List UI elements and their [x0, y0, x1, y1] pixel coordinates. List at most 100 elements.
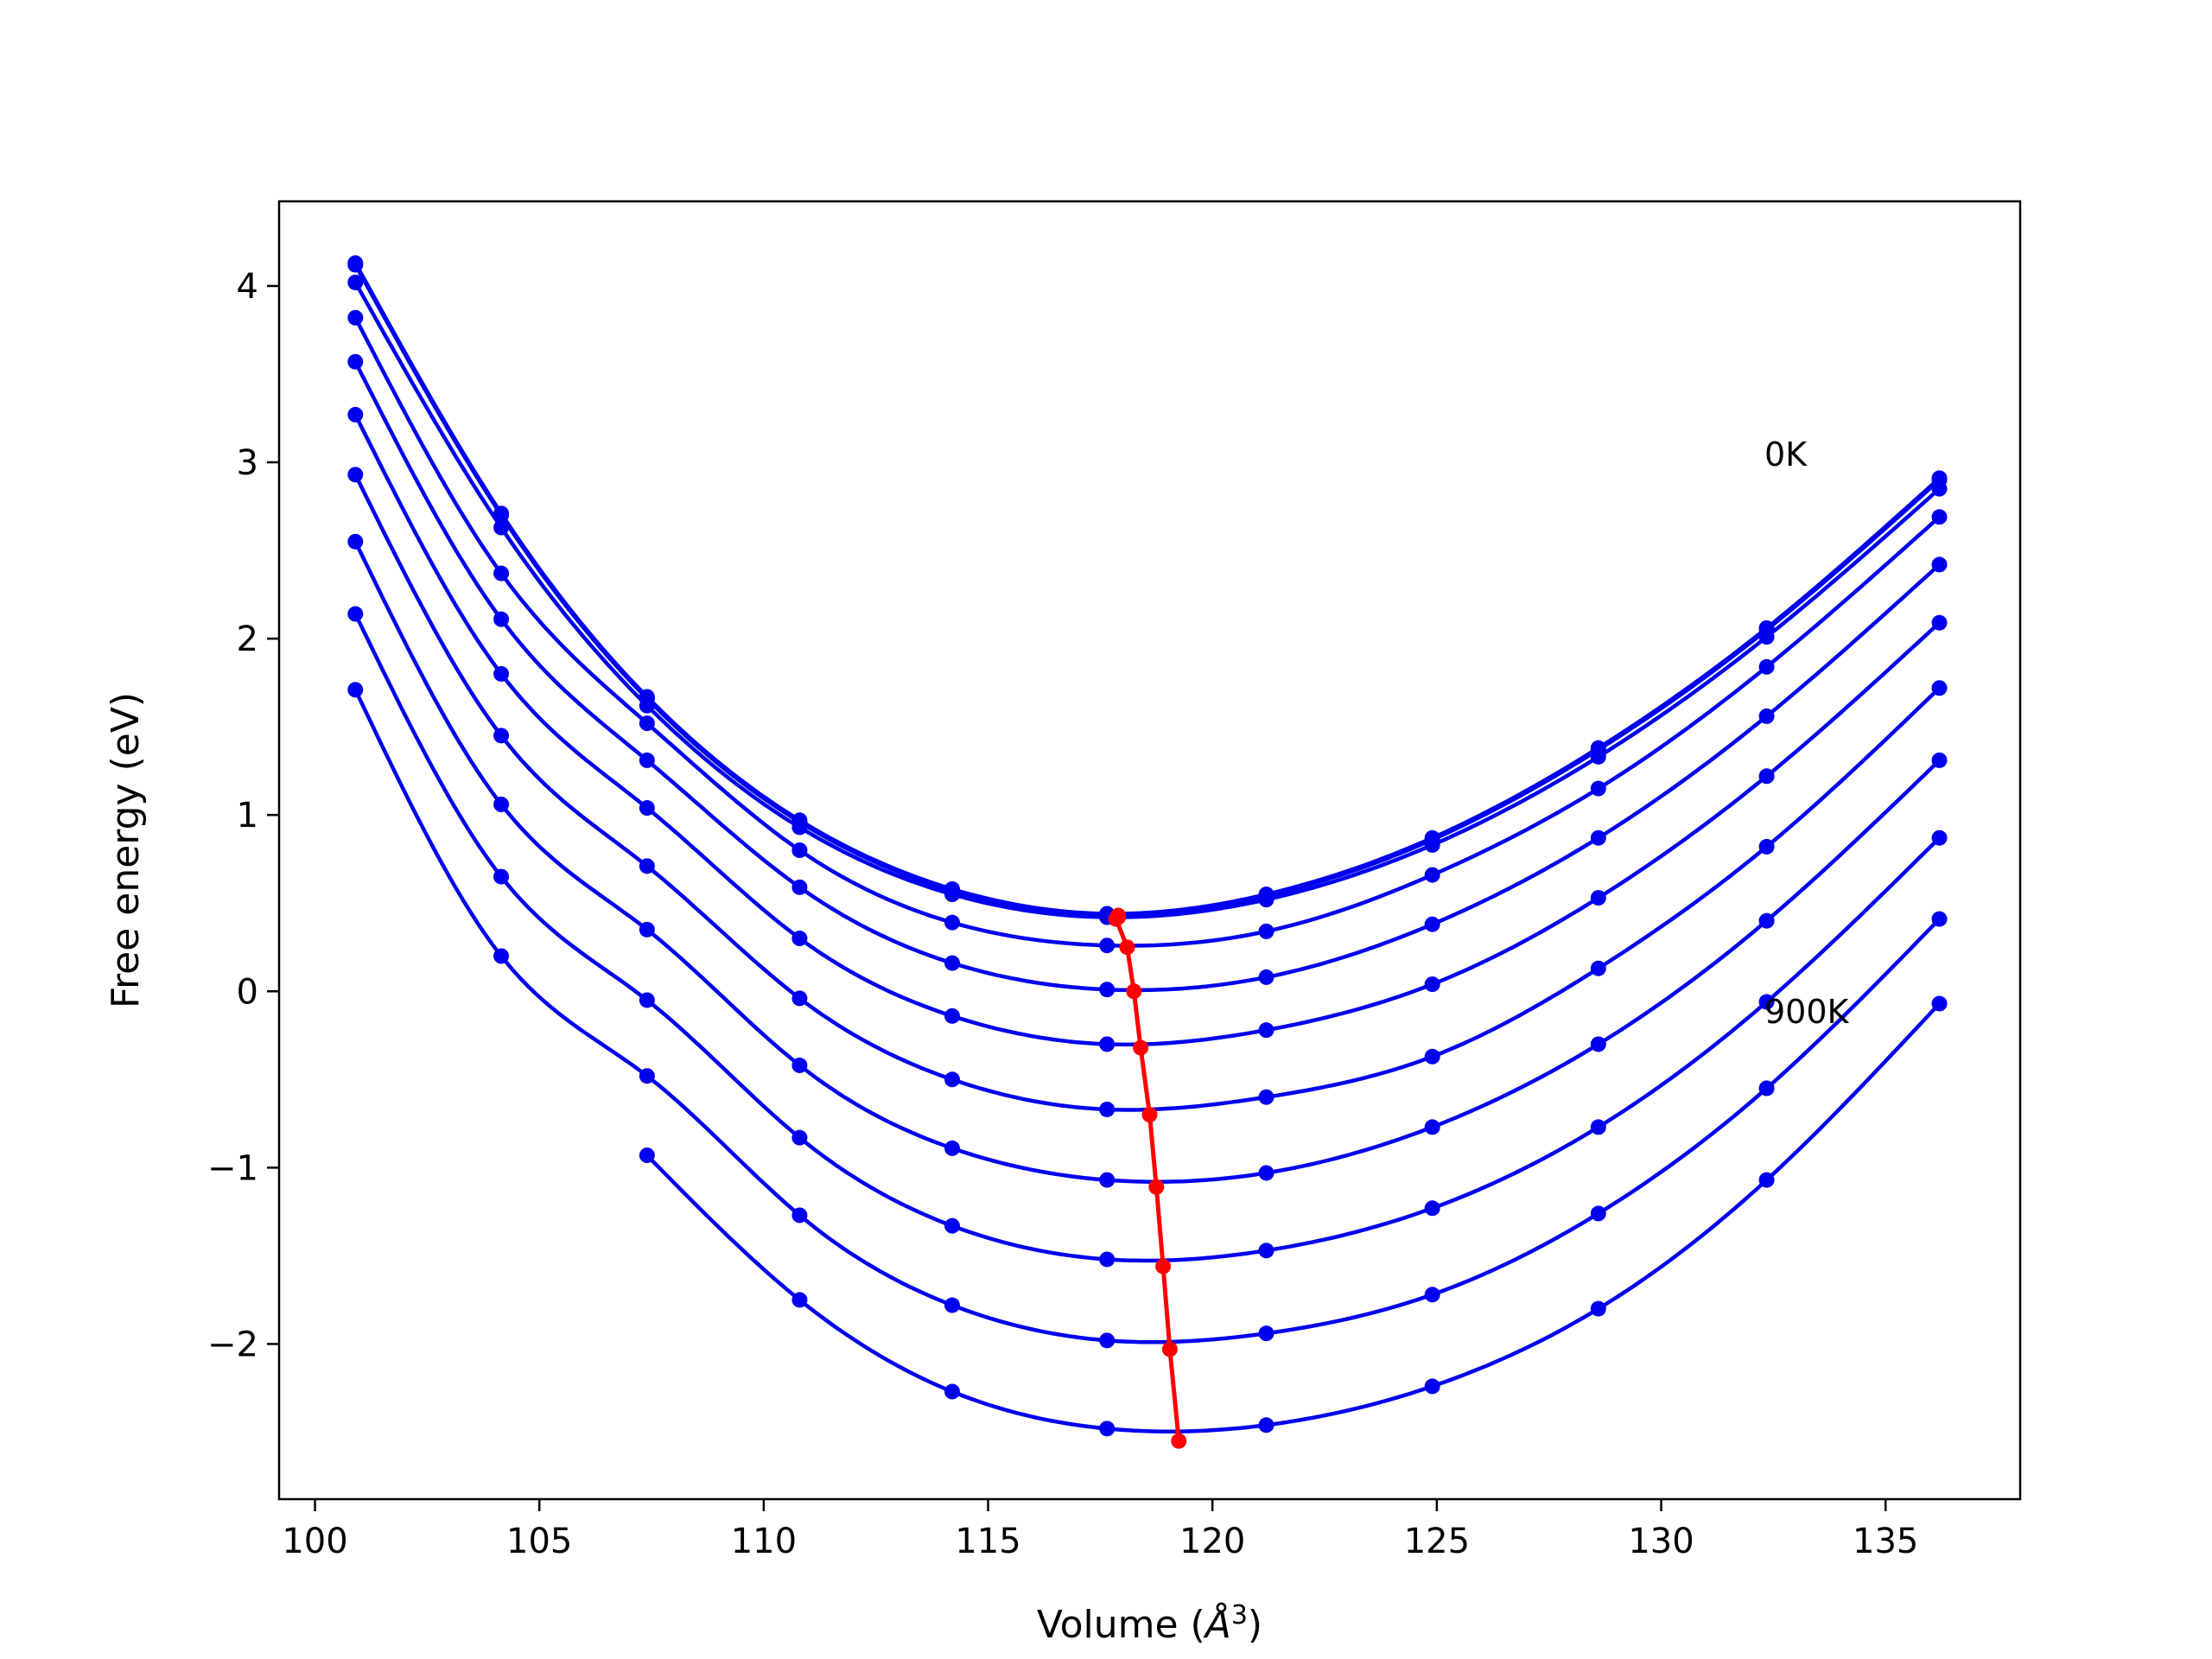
data-point-10-1: [791, 1292, 808, 1308]
data-point-9-8: [1590, 1205, 1606, 1222]
plot-area: [347, 255, 1948, 1449]
data-point-10-7: [1758, 1172, 1775, 1188]
curve-8: [353, 613, 1942, 1263]
data-point-6-10: [1931, 680, 1948, 696]
y-tick-label: 2: [237, 620, 258, 659]
data-point-10-6: [1590, 1300, 1606, 1317]
data-point-4-5: [1099, 982, 1116, 998]
data-point-8-8: [1590, 1119, 1606, 1135]
curve-3: [353, 316, 1941, 948]
data-point-9-2: [639, 1068, 655, 1084]
minimum-point-2: [1108, 911, 1124, 927]
data-point-5-6: [1258, 1022, 1274, 1039]
data-point-10-3: [1099, 1421, 1116, 1437]
data-point-6-1: [493, 728, 510, 744]
data-point-3-8: [1590, 780, 1606, 797]
curve-4: [353, 360, 1942, 993]
x-axis-label-text: Volume (: [1037, 1603, 1205, 1647]
data-point-7-0: [347, 533, 364, 550]
data-point-9-3: [791, 1207, 808, 1224]
y-tick-label: 3: [237, 443, 258, 483]
data-point-8-9: [1758, 994, 1775, 1010]
data-point-10-0: [639, 1147, 655, 1164]
data-point-3-9: [1758, 658, 1775, 675]
data-point-2-6: [1258, 892, 1274, 908]
data-point-8-7: [1424, 1200, 1440, 1217]
data-point-7-8: [1590, 1036, 1606, 1052]
data-point-3-10: [1931, 509, 1948, 525]
minimum-point-8: [1155, 1258, 1172, 1274]
data-point-3-7: [1424, 867, 1440, 883]
data-point-4-9: [1758, 708, 1775, 724]
data-point-8-0: [347, 606, 364, 622]
data-point-3-4: [944, 914, 960, 931]
x-tick-label: 125: [1404, 1522, 1470, 1561]
data-point-9-6: [1258, 1325, 1274, 1342]
data-point-7-4: [944, 1140, 960, 1156]
data-point-5-5: [1099, 1036, 1116, 1052]
data-point-2-0: [347, 274, 364, 290]
data-point-5-8: [1590, 890, 1606, 906]
minimum-point-10: [1171, 1433, 1187, 1449]
data-point-7-1: [493, 796, 510, 812]
x-axis-label-unit: Å: [1203, 1601, 1231, 1647]
data-point-9-0: [347, 682, 364, 698]
data-point-7-5: [1099, 1172, 1116, 1188]
data-point-3-5: [1099, 938, 1116, 954]
data-point-5-4: [944, 1007, 960, 1024]
data-point-2-1: [493, 519, 510, 536]
data-point-7-10: [1931, 752, 1948, 768]
y-axis-label: Free energy (eV): [104, 692, 148, 1008]
data-point-7-3: [791, 1057, 808, 1073]
data-point-2-9: [1758, 629, 1775, 645]
data-point-3-2: [639, 715, 655, 732]
y-tick-label: 1: [237, 796, 258, 836]
annotation-1: 900K: [1764, 993, 1850, 1031]
y-tick-label: −2: [207, 1325, 258, 1364]
minimum-point-7: [1148, 1179, 1165, 1195]
data-point-2-3: [791, 819, 808, 836]
data-point-3-6: [1258, 923, 1274, 939]
data-point-5-9: [1758, 768, 1775, 785]
data-point-4-1: [493, 611, 510, 627]
data-point-4-6: [1258, 969, 1274, 985]
x-axis-label: Volume (Å3): [1037, 1600, 1262, 1647]
data-point-4-3: [791, 879, 808, 895]
data-point-2-7: [1424, 836, 1440, 853]
data-point-6-8: [1590, 960, 1606, 976]
data-point-8-3: [791, 1129, 808, 1146]
data-point-3-1: [493, 565, 510, 582]
data-point-3-0: [347, 309, 364, 326]
data-point-3-3: [791, 842, 808, 858]
y-tick-label: 4: [237, 267, 258, 307]
data-point-5-1: [493, 665, 510, 682]
data-point-6-2: [639, 858, 655, 874]
data-point-9-9: [1758, 1080, 1775, 1096]
data-point-5-7: [1424, 976, 1440, 993]
data-point-10-5: [1424, 1378, 1440, 1395]
data-point-7-7: [1424, 1119, 1440, 1135]
y-tick-label: −1: [207, 1148, 258, 1188]
data-point-7-6: [1258, 1165, 1274, 1181]
data-point-9-10: [1931, 911, 1948, 927]
data-point-6-3: [791, 990, 808, 1007]
data-point-4-8: [1590, 830, 1606, 846]
data-point-1-0: [347, 257, 364, 273]
data-point-4-7: [1424, 916, 1440, 932]
minimum-point-9: [1161, 1341, 1178, 1357]
data-point-10-4: [1258, 1417, 1274, 1433]
data-point-5-10: [1931, 614, 1948, 631]
data-point-2-8: [1590, 748, 1606, 765]
data-point-6-4: [944, 1071, 960, 1088]
x-axis-label-superscript: 3: [1231, 1600, 1248, 1630]
minimum-point-4: [1126, 983, 1142, 1000]
data-point-8-10: [1931, 830, 1948, 846]
data-point-6-0: [347, 467, 364, 483]
data-point-5-3: [791, 931, 808, 947]
curve-7: [353, 540, 1942, 1185]
data-point-6-7: [1424, 1048, 1440, 1065]
curve-2: [353, 281, 1941, 919]
data-point-8-4: [944, 1217, 960, 1234]
